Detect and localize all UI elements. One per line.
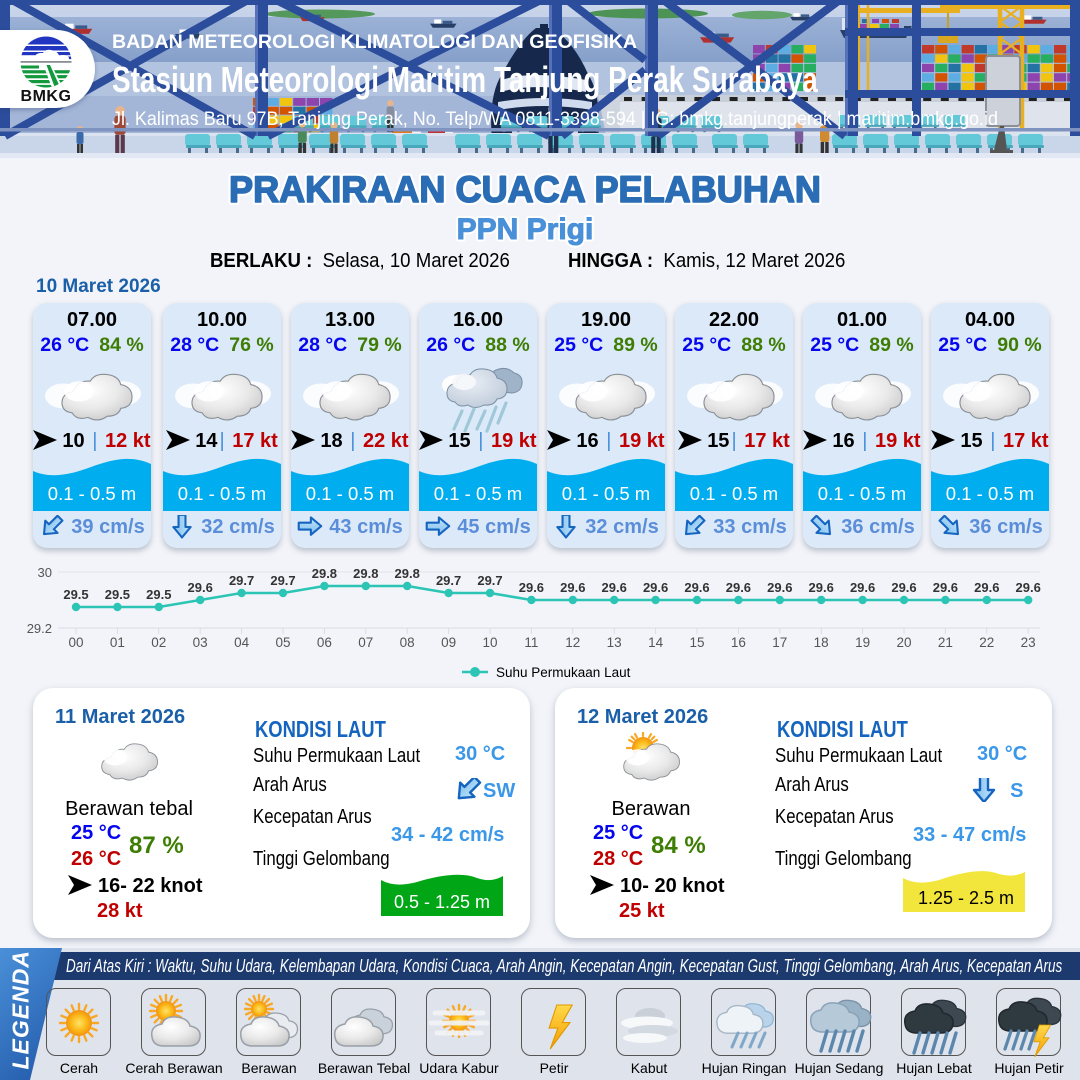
svg-text:22: 22 [979,635,994,650]
svg-text:PPN Prigi: PPN Prigi [457,213,594,246]
svg-text:29.6: 29.6 [643,580,668,595]
svg-text:04: 04 [234,635,250,650]
svg-text:19: 19 [855,635,870,650]
svg-text:29.6: 29.6 [188,580,213,595]
svg-text:29.8: 29.8 [353,566,378,581]
svg-text:12: 12 [565,635,580,650]
svg-text:29.7: 29.7 [436,573,461,588]
svg-text:29.6: 29.6 [809,580,834,595]
svg-text:29.6: 29.6 [602,580,627,595]
svg-text:18: 18 [814,635,829,650]
svg-text:29.7: 29.7 [229,573,254,588]
svg-text:29.2: 29.2 [27,621,52,636]
svg-text:PRAKIRAAN CUACA PELABUHAN: PRAKIRAAN CUACA PELABUHAN [229,169,821,210]
svg-text:29.7: 29.7 [270,573,295,588]
svg-text:10: 10 [482,635,497,650]
svg-text:02: 02 [151,635,166,650]
svg-text:00: 00 [68,635,83,650]
svg-text:29.6: 29.6 [891,580,916,595]
svg-text:03: 03 [193,635,208,650]
svg-text:30: 30 [38,565,52,580]
svg-text:06: 06 [317,635,332,650]
svg-text:20: 20 [896,635,911,650]
svg-text:23: 23 [1021,635,1036,650]
svg-text:PPN Prigi: PPN Prigi [457,213,594,246]
svg-text:09: 09 [441,635,456,650]
svg-text:21: 21 [938,635,953,650]
svg-text:05: 05 [275,635,290,650]
svg-text:11: 11 [524,635,538,650]
svg-text:01: 01 [110,635,125,650]
svg-text:0.5 - 1.25 m: 0.5 - 1.25 m [394,892,490,912]
svg-text:07: 07 [358,635,373,650]
svg-text:29.5: 29.5 [105,587,130,602]
svg-text:29.8: 29.8 [312,566,337,581]
svg-text:29.5: 29.5 [63,587,88,602]
svg-text:29.7: 29.7 [477,573,502,588]
svg-text:14: 14 [648,635,664,650]
svg-text:29.6: 29.6 [767,580,792,595]
svg-text:08: 08 [400,635,415,650]
svg-text:29.6: 29.6 [850,580,875,595]
svg-text:29.8: 29.8 [395,566,420,581]
svg-text:PRAKIRAAN CUACA PELABUHAN: PRAKIRAAN CUACA PELABUHAN [229,169,821,210]
svg-text:Suhu Permukaan Laut: Suhu Permukaan Laut [496,665,631,680]
svg-text:13: 13 [607,635,622,650]
svg-text:29.6: 29.6 [519,580,544,595]
svg-text:29.6: 29.6 [933,580,958,595]
svg-text:29.5: 29.5 [146,587,171,602]
svg-text:29.6: 29.6 [974,580,999,595]
svg-text:29.6: 29.6 [726,580,751,595]
svg-text:16: 16 [731,635,746,650]
svg-text:17: 17 [772,635,787,650]
svg-text:29.6: 29.6 [560,580,585,595]
svg-text:1.25 - 2.5 m: 1.25 - 2.5 m [918,888,1014,908]
svg-text:29.6: 29.6 [1016,580,1041,595]
svg-text:15: 15 [689,635,704,650]
svg-text:29.6: 29.6 [684,580,709,595]
